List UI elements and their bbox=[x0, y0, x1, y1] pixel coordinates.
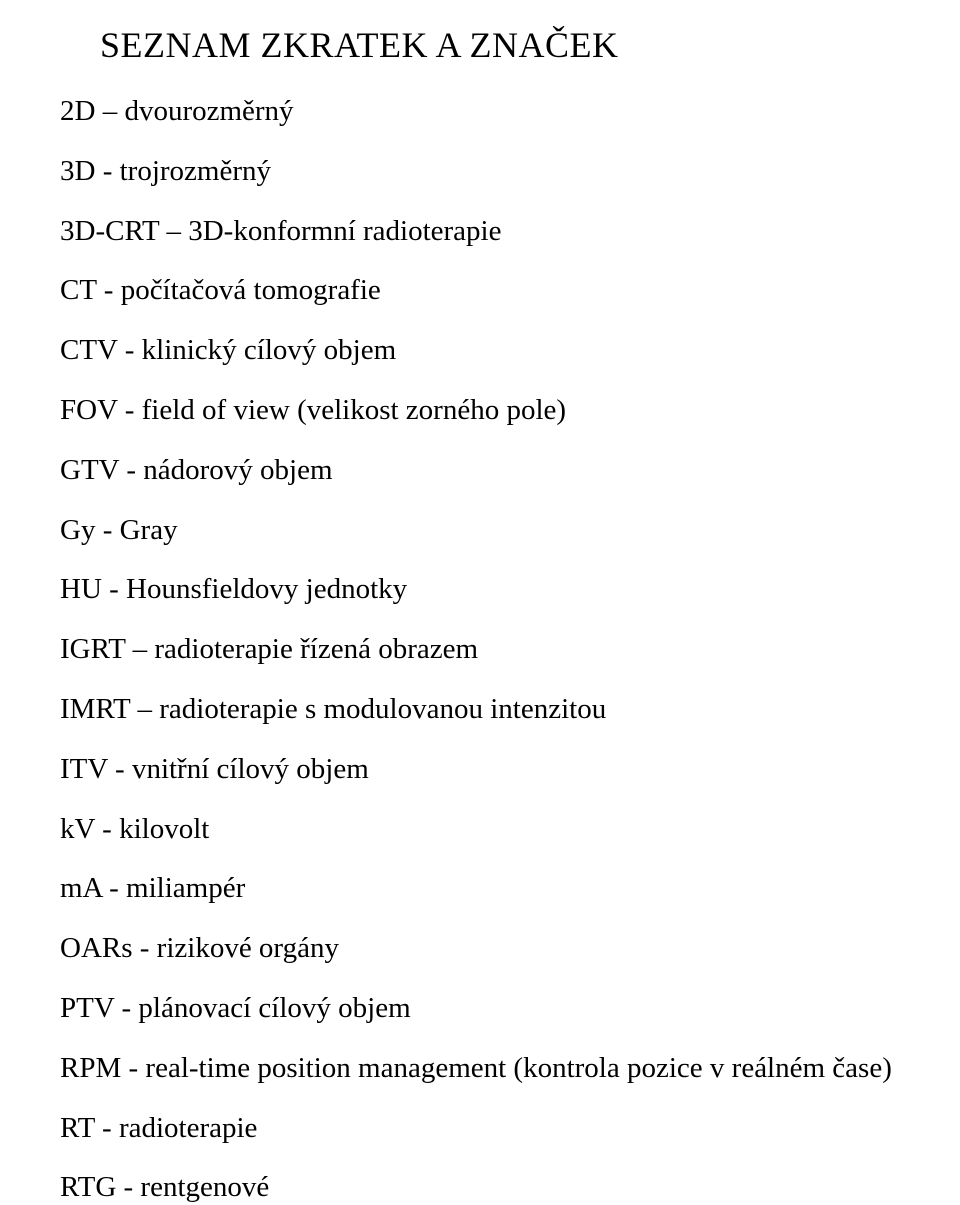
abbrev-item: RTG - rentgenové bbox=[60, 1170, 900, 1205]
abbrev-item: mA - miliampér bbox=[60, 871, 900, 906]
abbrev-item: CT - počítačová tomografie bbox=[60, 273, 900, 308]
abbrev-item: HU - Hounsfieldovy jednotky bbox=[60, 572, 900, 607]
abbrev-item: PTV - plánovací cílový objem bbox=[60, 991, 900, 1026]
abbrev-item: ITV - vnitřní cílový objem bbox=[60, 752, 900, 787]
abbrev-item: GTV - nádorový objem bbox=[60, 453, 900, 488]
abbrev-item: kV - kilovolt bbox=[60, 812, 900, 847]
page-title: SEZNAM ZKRATEK A ZNAČEK bbox=[100, 24, 900, 66]
abbrev-item: IMRT – radioterapie s modulovanou intenz… bbox=[60, 692, 900, 727]
abbrev-item: RPM - real-time position management (kon… bbox=[60, 1051, 900, 1086]
abbrev-item: 3D-CRT – 3D-konformní radioterapie bbox=[60, 214, 900, 249]
abbrev-item: 2D – dvourozměrný bbox=[60, 94, 900, 129]
abbrev-item: CTV - klinický cílový objem bbox=[60, 333, 900, 368]
abbrev-item: IGRT – radioterapie řízená obrazem bbox=[60, 632, 900, 667]
page-container: SEZNAM ZKRATEK A ZNAČEK 2D – dvourozměrn… bbox=[0, 0, 960, 1205]
abbrev-item: FOV - field of view (velikost zorného po… bbox=[60, 393, 900, 428]
abbrev-item: OARs - rizikové orgány bbox=[60, 931, 900, 966]
abbrev-item: 3D - trojrozměrný bbox=[60, 154, 900, 189]
abbrev-item: RT - radioterapie bbox=[60, 1111, 900, 1146]
abbrev-item: Gy - Gray bbox=[60, 513, 900, 548]
